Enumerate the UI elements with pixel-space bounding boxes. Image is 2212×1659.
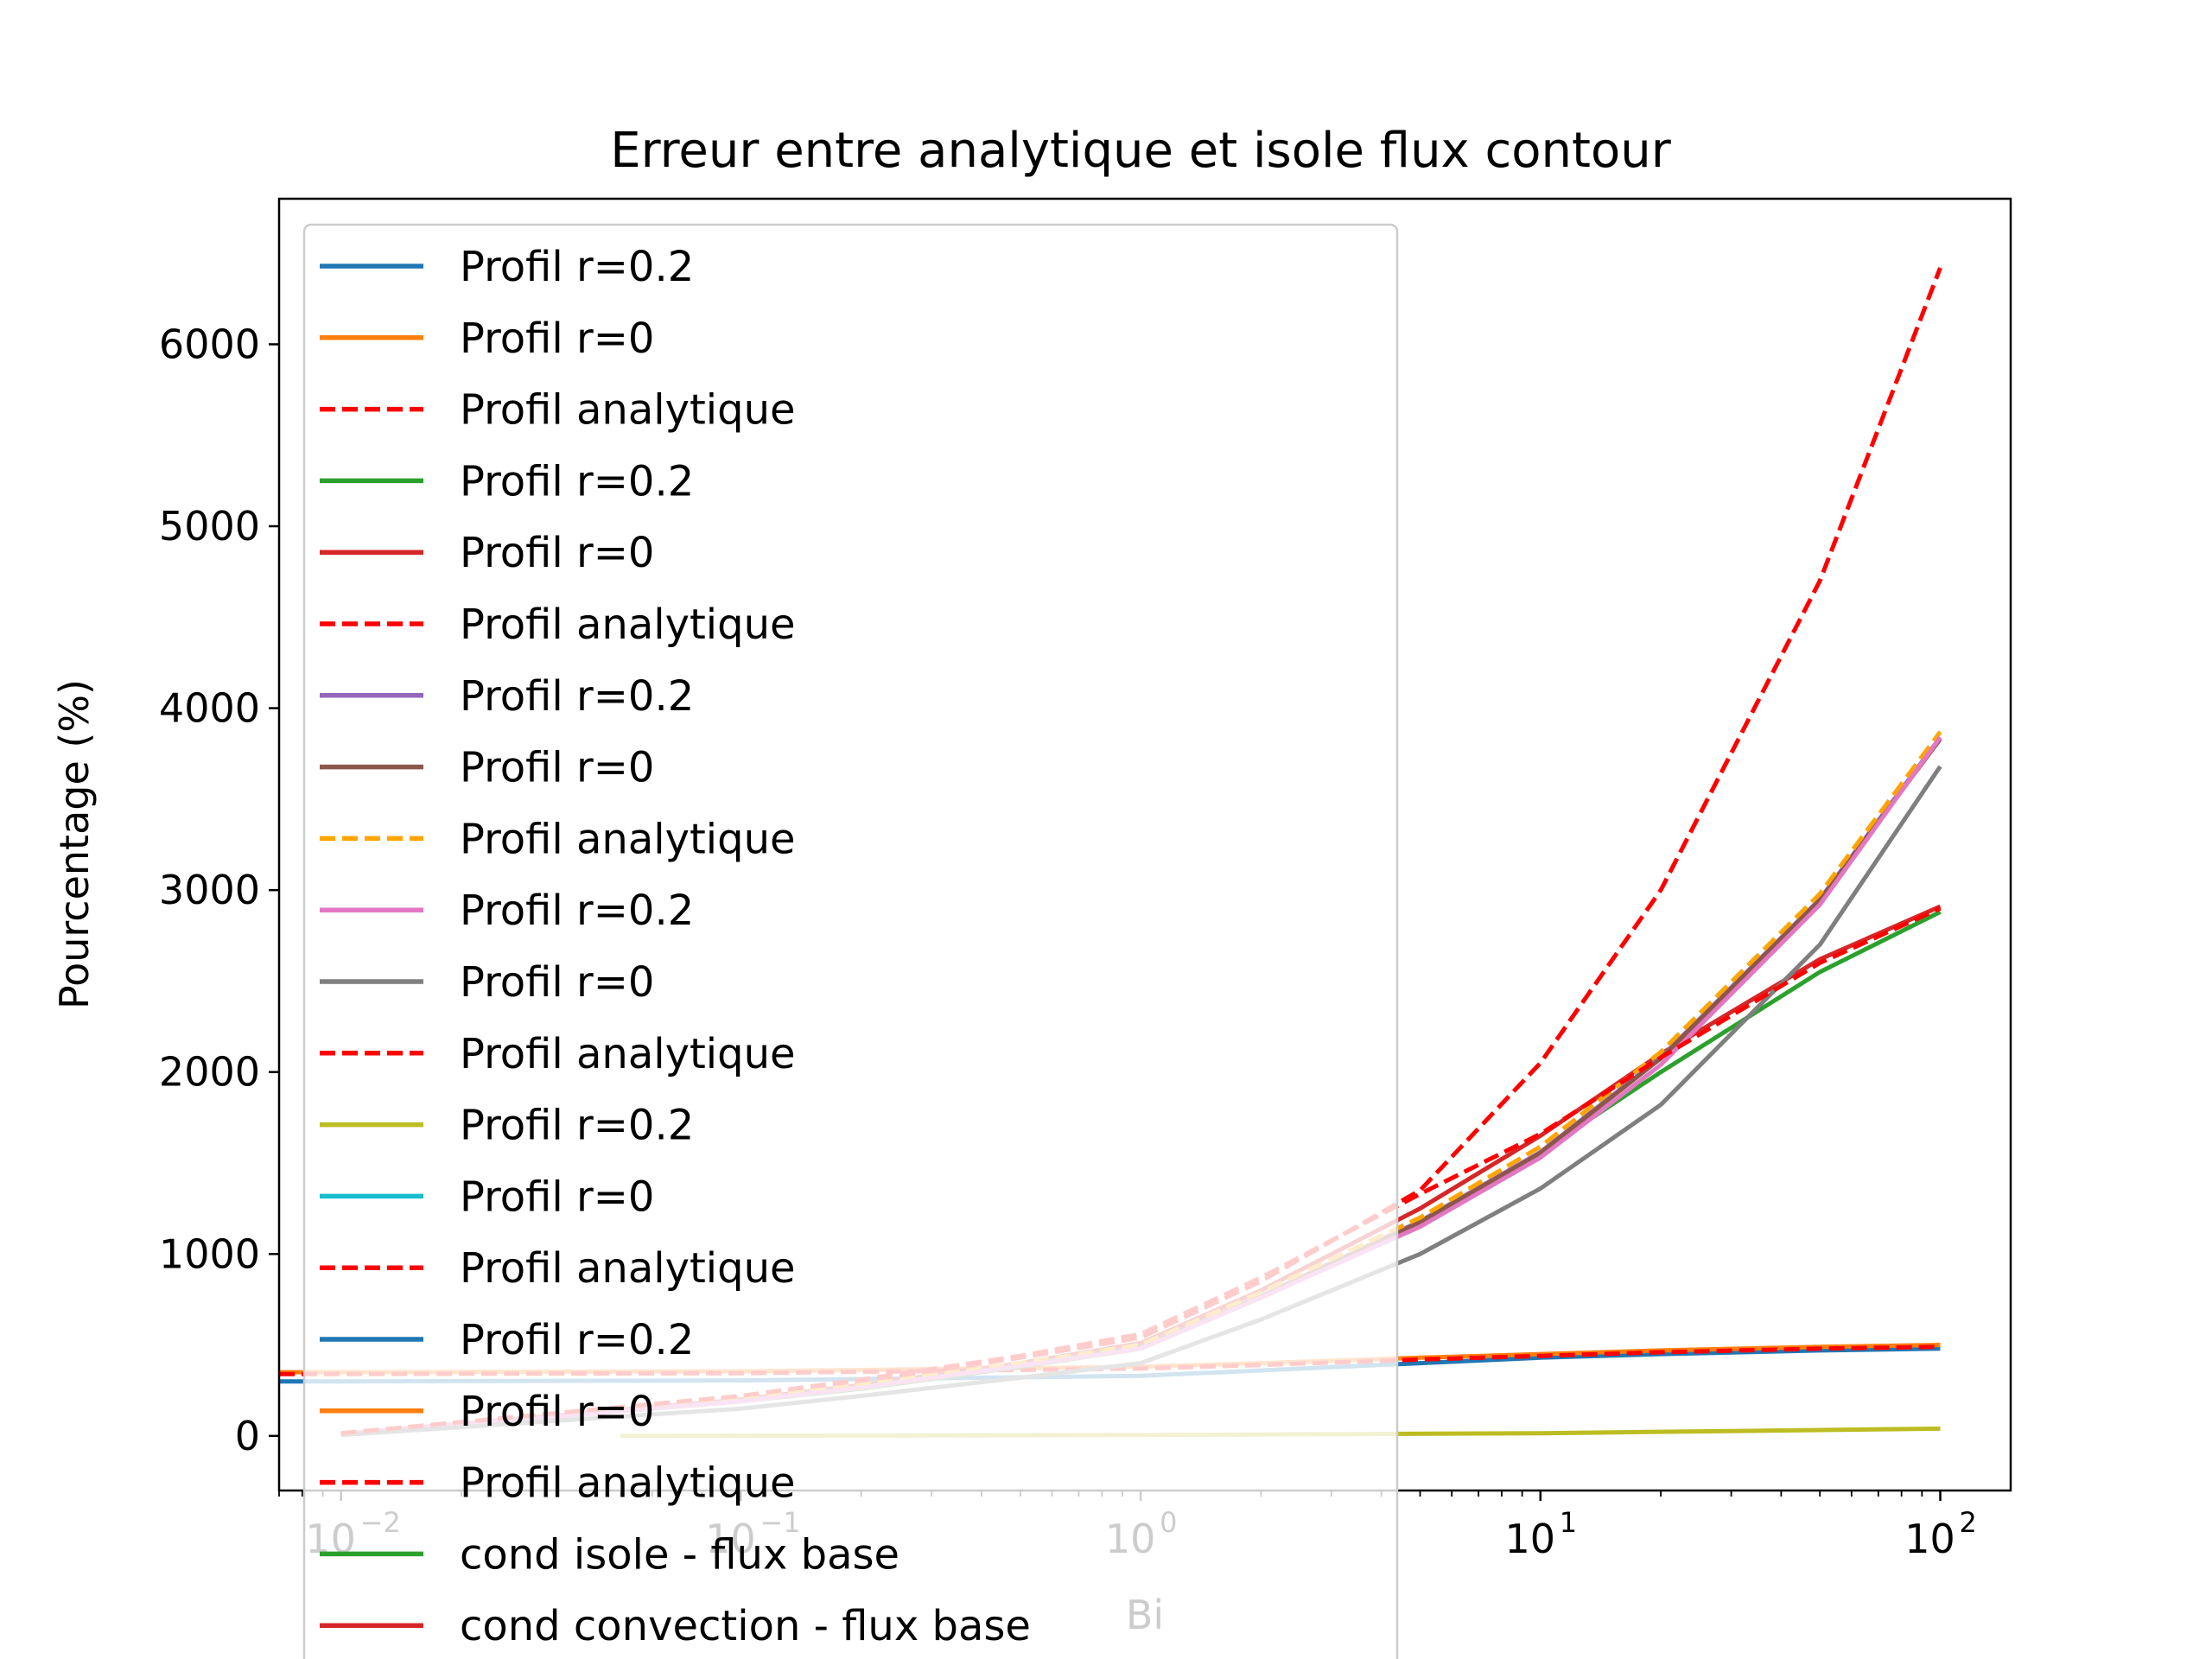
legend: Profil r=0.2 Profil r=0 Profil analytique P… [302, 223, 1399, 1659]
legend-label: Profil analytique [460, 1244, 796, 1293]
y-tick-label: 3000 [159, 867, 260, 913]
legend-label: Profil analytique [460, 386, 796, 435]
legend-label: Profil r=0 [460, 744, 654, 792]
legend-box [302, 223, 1399, 1659]
chart-title: Erreur entre analytique et isole flux co… [610, 123, 1672, 179]
legend-label: Profil r=0.2 [460, 457, 694, 505]
legend-label: Profil r=0.2 [460, 243, 694, 291]
x-tick-exponent: 2 [1960, 1506, 1977, 1539]
legend-label: Profil r=0.2 [460, 1102, 694, 1150]
y-tick-label: 4000 [159, 685, 260, 732]
x-tick-exponent: 1 [1560, 1506, 1577, 1539]
legend-label: Profil analytique [460, 815, 796, 863]
legend-label: Profil r=0 [460, 958, 654, 1007]
y-axis: 0 1000 2000 3000 4000 5000 6000 [159, 321, 279, 1459]
legend-label: Profil r=0.2 [460, 887, 694, 935]
legend-label: Profil analytique [460, 1030, 796, 1078]
legend-label: Profil analytique [460, 601, 796, 649]
legend-label: Profil r=0 [460, 529, 654, 577]
legend-label: Profil r=0.2 [460, 1316, 694, 1364]
x-tick-label: 10 [1505, 1516, 1556, 1562]
y-tick-label: 0 [235, 1413, 260, 1459]
legend-label: Profil r=0 [460, 1388, 654, 1436]
y-axis-label: Pourcentage (%) [51, 679, 98, 1009]
y-tick-label: 5000 [159, 503, 260, 550]
y-tick-label: 2000 [159, 1049, 260, 1096]
legend-label: cond convection - flux base [460, 1602, 1031, 1650]
legend-label: Profil r=0 [460, 1173, 654, 1221]
legend-label: Profil analytique [460, 1459, 796, 1508]
y-tick-label: 6000 [159, 321, 260, 367]
legend-label: Profil r=0 [460, 315, 654, 363]
x-tick-label: 10 [1904, 1516, 1955, 1562]
legend-label: cond isole - flux base [460, 1530, 899, 1579]
legend-label: Profil r=0.2 [460, 672, 694, 721]
y-tick-label: 1000 [159, 1230, 260, 1277]
